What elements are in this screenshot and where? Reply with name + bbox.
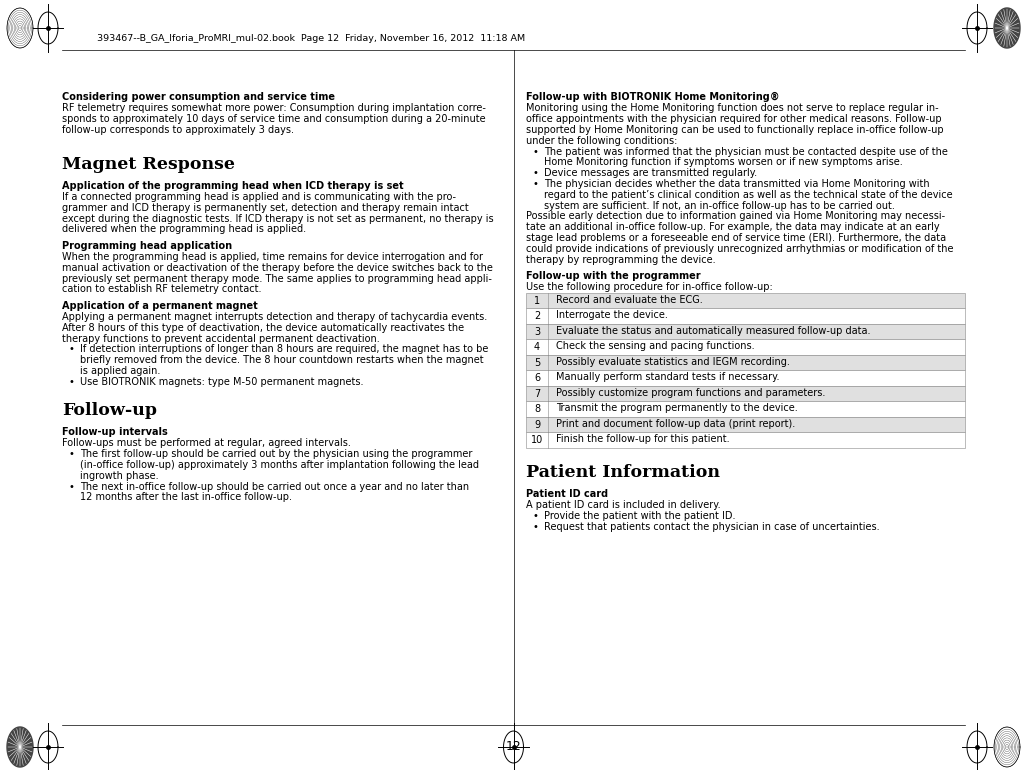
Bar xyxy=(526,293,965,309)
Bar xyxy=(526,433,965,448)
Text: 5: 5 xyxy=(534,358,540,368)
Bar xyxy=(526,309,965,324)
Text: The physician decides whether the data transmitted via Home Monitoring with: The physician decides whether the data t… xyxy=(544,179,929,189)
Text: Application of the programming head when ICD therapy is set: Application of the programming head when… xyxy=(62,181,404,191)
Text: Possible early detection due to information gained via Home Monitoring may neces: Possible early detection due to informat… xyxy=(526,211,945,221)
Text: 2: 2 xyxy=(534,311,540,321)
Text: briefly removed from the device. The 8 hour countdown restarts when the magnet: briefly removed from the device. The 8 h… xyxy=(80,355,484,365)
Text: except during the diagnostic tests. If ICD therapy is not set as permanent, no t: except during the diagnostic tests. If I… xyxy=(62,213,494,223)
Text: office appointments with the physician required for other medical reasons. Follo: office appointments with the physician r… xyxy=(526,114,942,124)
Text: Manually perform standard tests if necessary.: Manually perform standard tests if neces… xyxy=(556,373,779,383)
Text: •: • xyxy=(532,522,538,532)
Text: After 8 hours of this type of deactivation, the device automatically reactivates: After 8 hours of this type of deactivati… xyxy=(62,323,464,333)
Bar xyxy=(526,401,965,417)
Text: When the programming head is applied, time remains for device interrogation and : When the programming head is applied, ti… xyxy=(62,252,483,262)
Text: •: • xyxy=(532,146,538,156)
Bar xyxy=(526,324,965,340)
Text: Patient ID card: Patient ID card xyxy=(526,489,608,499)
Text: Follow-up intervals: Follow-up intervals xyxy=(62,427,167,437)
Text: Interrogate the device.: Interrogate the device. xyxy=(556,310,668,320)
Bar xyxy=(526,370,965,386)
Text: Use the following procedure for in-office follow-up:: Use the following procedure for in-offic… xyxy=(526,282,772,292)
Text: is applied again.: is applied again. xyxy=(80,366,160,376)
Text: Home Monitoring function if symptoms worsen or if new symptoms arise.: Home Monitoring function if symptoms wor… xyxy=(544,157,903,167)
Text: cation to establish RF telemetry contact.: cation to establish RF telemetry contact… xyxy=(62,284,262,294)
Text: 7: 7 xyxy=(534,389,540,399)
Text: Possibly evaluate statistics and IEGM recording.: Possibly evaluate statistics and IEGM re… xyxy=(556,357,790,367)
Text: stage lead problems or a foreseeable end of service time (ERI). Furthermore, the: stage lead problems or a foreseeable end… xyxy=(526,233,946,243)
Text: Record and evaluate the ECG.: Record and evaluate the ECG. xyxy=(556,295,702,305)
Text: 6: 6 xyxy=(534,373,540,383)
Text: under the following conditions:: under the following conditions: xyxy=(526,136,678,146)
Text: Monitoring using the Home Monitoring function does not serve to replace regular : Monitoring using the Home Monitoring fun… xyxy=(526,103,939,113)
Text: Programming head application: Programming head application xyxy=(62,241,232,251)
Text: Follow-ups must be performed at regular, agreed intervals.: Follow-ups must be performed at regular,… xyxy=(62,438,351,448)
Text: A patient ID card is included in delivery.: A patient ID card is included in deliver… xyxy=(526,500,721,511)
Text: supported by Home Monitoring can be used to functionally replace in-office follo: supported by Home Monitoring can be used… xyxy=(526,125,944,135)
Text: Request that patients contact the physician in case of uncertainties.: Request that patients contact the physic… xyxy=(544,522,879,532)
Text: Use BIOTRONIK magnets: type M-50 permanent magnets.: Use BIOTRONIK magnets: type M-50 permane… xyxy=(80,377,364,387)
Text: 12: 12 xyxy=(505,740,522,753)
Text: •: • xyxy=(68,449,74,459)
Text: Magnet Response: Magnet Response xyxy=(62,156,235,173)
Text: 9: 9 xyxy=(534,420,540,430)
Text: sponds to approximately 10 days of service time and consumption during a 20-minu: sponds to approximately 10 days of servi… xyxy=(62,114,486,124)
Text: therapy by reprogramming the device.: therapy by reprogramming the device. xyxy=(526,255,716,265)
Text: 10: 10 xyxy=(531,435,543,445)
Text: Considering power consumption and service time: Considering power consumption and servic… xyxy=(62,92,335,102)
Text: Finish the follow-up for this patient.: Finish the follow-up for this patient. xyxy=(556,434,729,444)
Text: previously set permanent therapy mode. The same applies to programming head appl: previously set permanent therapy mode. T… xyxy=(62,273,492,283)
Text: follow-up corresponds to approximately 3 days.: follow-up corresponds to approximately 3… xyxy=(62,125,294,135)
Text: RF telemetry requires somewhat more power: Consumption during implantation corre: RF telemetry requires somewhat more powe… xyxy=(62,103,486,113)
Text: delivered when the programming head is applied.: delivered when the programming head is a… xyxy=(62,224,306,234)
Text: (in-office follow-up) approximately 3 months after implantation following the le: (in-office follow-up) approximately 3 mo… xyxy=(80,460,479,470)
Text: ingrowth phase.: ingrowth phase. xyxy=(80,470,158,480)
Text: Possibly customize program functions and parameters.: Possibly customize program functions and… xyxy=(556,388,826,398)
Text: manual activation or deactivation of the therapy before the device switches back: manual activation or deactivation of the… xyxy=(62,263,493,273)
Text: The patient was informed that the physician must be contacted despite use of the: The patient was informed that the physic… xyxy=(544,146,948,156)
Text: 3: 3 xyxy=(534,326,540,336)
Text: Provide the patient with the patient ID.: Provide the patient with the patient ID. xyxy=(544,511,735,521)
Text: Device messages are transmitted regularly.: Device messages are transmitted regularl… xyxy=(544,168,757,178)
Text: 1: 1 xyxy=(534,296,540,306)
Text: If detection interruptions of longer than 8 hours are required, the magnet has t: If detection interruptions of longer tha… xyxy=(80,344,489,354)
Text: If a connected programming head is applied and is communicating with the pro-: If a connected programming head is appli… xyxy=(62,192,456,202)
Text: •: • xyxy=(68,481,74,491)
Text: tate an additional in-office follow-up. For example, the data may indicate at an: tate an additional in-office follow-up. … xyxy=(526,222,940,232)
Text: Follow-up with the programmer: Follow-up with the programmer xyxy=(526,271,700,281)
Bar xyxy=(526,417,965,433)
Text: 4: 4 xyxy=(534,342,540,352)
Text: 8: 8 xyxy=(534,404,540,414)
Text: •: • xyxy=(532,511,538,521)
Text: •: • xyxy=(532,168,538,178)
Text: •: • xyxy=(68,344,74,354)
Text: regard to the patient’s clinical condition as well as the technical state of the: regard to the patient’s clinical conditi… xyxy=(544,189,953,199)
Bar xyxy=(526,355,965,370)
Text: Applying a permanent magnet interrupts detection and therapy of tachycardia even: Applying a permanent magnet interrupts d… xyxy=(62,312,487,322)
Text: Patient Information: Patient Information xyxy=(526,464,720,481)
Text: The next in-office follow-up should be carried out once a year and no later than: The next in-office follow-up should be c… xyxy=(80,481,469,491)
Polygon shape xyxy=(994,8,1020,48)
Text: 12 months after the last in-office follow-up.: 12 months after the last in-office follo… xyxy=(80,492,292,502)
Text: The first follow-up should be carried out by the physician using the programmer: The first follow-up should be carried ou… xyxy=(80,449,472,459)
Polygon shape xyxy=(7,727,33,767)
Text: Application of a permanent magnet: Application of a permanent magnet xyxy=(62,301,258,311)
Text: Evaluate the status and automatically measured follow-up data.: Evaluate the status and automatically me… xyxy=(556,326,871,336)
Text: Check the sensing and pacing functions.: Check the sensing and pacing functions. xyxy=(556,341,755,351)
Text: 393467--B_GA_Iforia_ProMRI_mul-02.book  Page 12  Friday, November 16, 2012  11:1: 393467--B_GA_Iforia_ProMRI_mul-02.book P… xyxy=(97,34,525,43)
Text: Print and document follow-up data (print report).: Print and document follow-up data (print… xyxy=(556,419,795,429)
Bar xyxy=(526,386,965,401)
Text: could provide indications of previously unrecognized arrhythmias or modification: could provide indications of previously … xyxy=(526,244,953,254)
Bar xyxy=(526,340,965,355)
Text: •: • xyxy=(532,179,538,189)
Text: Transmit the program permanently to the device.: Transmit the program permanently to the … xyxy=(556,403,798,413)
Text: grammer and ICD therapy is permanently set, detection and therapy remain intact: grammer and ICD therapy is permanently s… xyxy=(62,203,468,213)
Text: system are sufficient. If not, an in-office follow-up has to be carried out.: system are sufficient. If not, an in-off… xyxy=(544,200,895,210)
Text: Follow-up: Follow-up xyxy=(62,402,157,420)
Text: therapy functions to prevent accidental permanent deactivation.: therapy functions to prevent accidental … xyxy=(62,333,380,343)
Text: Follow-up with BIOTRONIK Home Monitoring®: Follow-up with BIOTRONIK Home Monitoring… xyxy=(526,92,779,102)
Text: •: • xyxy=(68,377,74,387)
